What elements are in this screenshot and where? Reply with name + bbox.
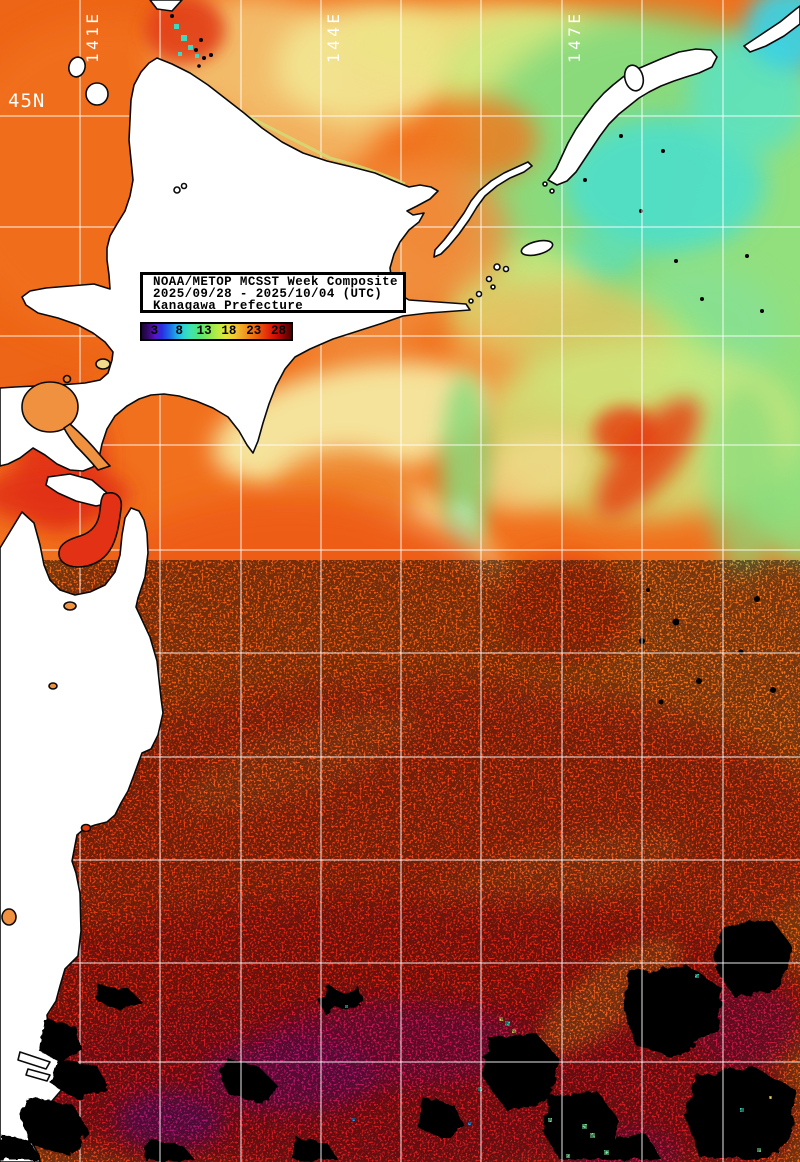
title-line-3: Kanagawa Prefecture	[153, 299, 304, 314]
land-sakhalin-tip	[149, 0, 183, 12]
title-box: NOAA/METOP MCSST Week Composite 2025/09/…	[140, 272, 406, 313]
colorbar-tick: 8	[175, 324, 183, 338]
longitude-label: 147E	[565, 10, 584, 63]
colorbar-tick: 3	[150, 324, 159, 338]
uchiura-bay-mouth	[63, 423, 111, 471]
land-spit-1	[17, 1051, 51, 1070]
title-line-1: NOAA/METOP MCSST Week Composite	[153, 275, 398, 289]
longitude-label: 144E	[324, 10, 343, 63]
cloud-patches-coastal	[0, 1020, 108, 1161]
mutsu-bay	[58, 492, 123, 568]
colorbar-gradient: 3 8 13 18 23 28	[142, 324, 291, 339]
island-kinkasan	[80, 823, 92, 833]
colorbar-tick: 13	[196, 324, 212, 338]
latitude-label: 45N	[8, 90, 46, 112]
land-yagishiri	[180, 182, 188, 190]
land-rebun	[68, 56, 86, 78]
land-habomai-islets	[468, 181, 555, 304]
land-rishiri	[85, 82, 109, 106]
land-kunashiri	[433, 161, 533, 258]
land-spit-2	[25, 1068, 51, 1082]
land-iturup-knob	[623, 64, 645, 92]
island-warm-2	[62, 374, 72, 384]
uchiura-bay	[21, 381, 79, 433]
land-urup	[743, 5, 800, 53]
colorbar-tick: 28	[271, 324, 287, 338]
land-teuri	[173, 186, 181, 194]
island-tohoku-2	[48, 682, 58, 690]
island-tohoku-1	[63, 601, 77, 611]
colorbar-tick: 18	[221, 324, 237, 338]
title-line-2: 2025/09/28 - 2025/10/04 (UTC)	[153, 287, 383, 302]
longitude-label: 141E	[83, 10, 102, 63]
colorbar-tick: 23	[246, 324, 262, 338]
land-hokkaido	[0, 57, 471, 472]
temperature-colorbar: 3 8 13 18 23 28	[140, 322, 293, 341]
island-warm-1	[95, 358, 111, 370]
island-tohoku-3	[1, 908, 17, 926]
land-shikotan	[520, 239, 554, 257]
